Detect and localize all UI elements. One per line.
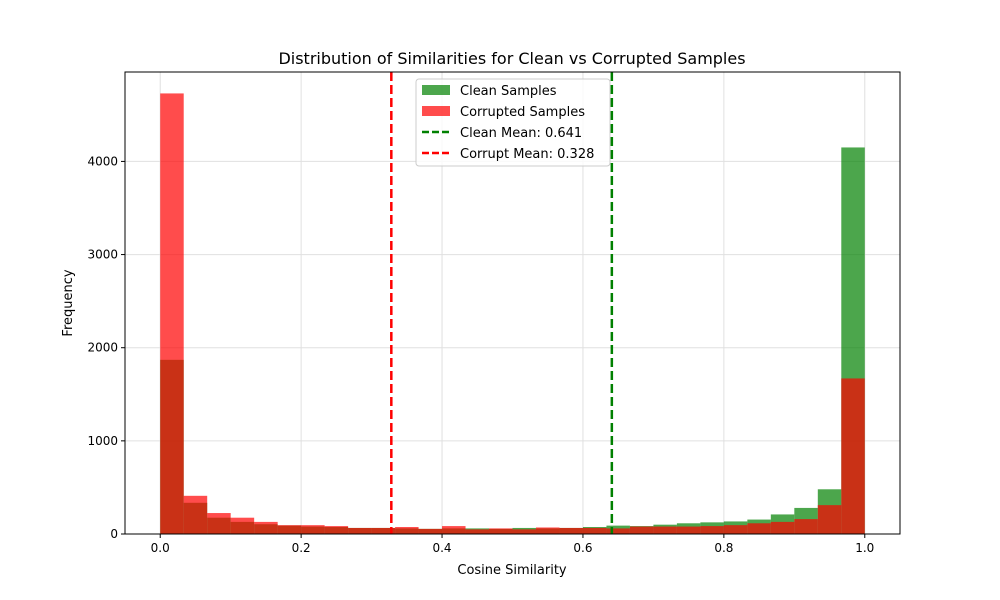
legend-corrupted-samples-label: Corrupted Samples bbox=[460, 105, 585, 120]
x-tick-label: 0.0 bbox=[151, 541, 170, 555]
y-axis-label: Frequency bbox=[61, 269, 76, 336]
corrupted-bar bbox=[723, 525, 748, 534]
corrupted-bar bbox=[653, 526, 677, 534]
corrupted-bar bbox=[512, 529, 536, 534]
corrupted-bar bbox=[230, 517, 255, 534]
corrupted-bar bbox=[582, 527, 607, 534]
chart-title: Distribution of Similarities for Clean v… bbox=[278, 49, 745, 68]
corrupted-bar bbox=[277, 525, 302, 534]
corrupted-bar bbox=[700, 526, 724, 534]
corrupted-bar bbox=[395, 527, 419, 534]
legend-corrupted-samples-swatch bbox=[422, 106, 450, 116]
corrupted-bar bbox=[348, 527, 372, 534]
corrupted-bar bbox=[606, 528, 630, 534]
corrupted-bar bbox=[770, 521, 795, 534]
plot-frame bbox=[124, 71, 901, 535]
corrupted-bar bbox=[301, 525, 325, 534]
legend-clean-samples-label: Clean Samples bbox=[460, 84, 557, 99]
corrupted-bar bbox=[535, 527, 560, 534]
corrupted-bar bbox=[489, 528, 513, 534]
y-tick-label: 2000 bbox=[87, 341, 118, 355]
y-tick-label: 4000 bbox=[87, 154, 118, 168]
x-tick-label: 0.2 bbox=[292, 541, 311, 555]
corrupted-bar bbox=[794, 519, 818, 534]
y-tick-label: 3000 bbox=[87, 248, 118, 262]
x-tick-label: 1.0 bbox=[855, 541, 874, 555]
corrupted-bar bbox=[465, 529, 490, 534]
corrupted-bar bbox=[629, 526, 654, 534]
corrupted-bar bbox=[324, 526, 349, 534]
corrupted-bar bbox=[418, 528, 443, 534]
corrupted-bar bbox=[442, 526, 466, 534]
legend-corrupt-mean-label: Corrupt Mean: 0.328 bbox=[460, 147, 594, 162]
corrupted-bar bbox=[559, 527, 583, 534]
corrupted-bar bbox=[817, 505, 842, 534]
corrupted-bar bbox=[371, 527, 396, 534]
corrupted-bar bbox=[747, 523, 771, 534]
x-axis-label: Cosine Similarity bbox=[457, 563, 567, 578]
y-tick-label: 0 bbox=[110, 527, 118, 541]
corrupted-bar bbox=[207, 513, 231, 534]
legend-clean-samples-swatch bbox=[422, 85, 450, 95]
corrupted-bar bbox=[254, 521, 278, 534]
corrupted-bar bbox=[160, 93, 184, 534]
corrupted-bar bbox=[841, 378, 865, 534]
x-tick-label: 0.8 bbox=[714, 541, 733, 555]
legend: Clean Samples Corrupted Samples Clean Mean… bbox=[415, 78, 611, 167]
legend-clean-mean-label: Clean Mean: 0.641 bbox=[460, 126, 582, 141]
x-tick-label: 0.4 bbox=[432, 541, 451, 555]
corrupted-bar bbox=[676, 526, 701, 534]
y-tick-label: 1000 bbox=[87, 434, 118, 448]
corrupted-bar bbox=[183, 495, 208, 534]
x-tick-label: 0.6 bbox=[573, 541, 592, 555]
